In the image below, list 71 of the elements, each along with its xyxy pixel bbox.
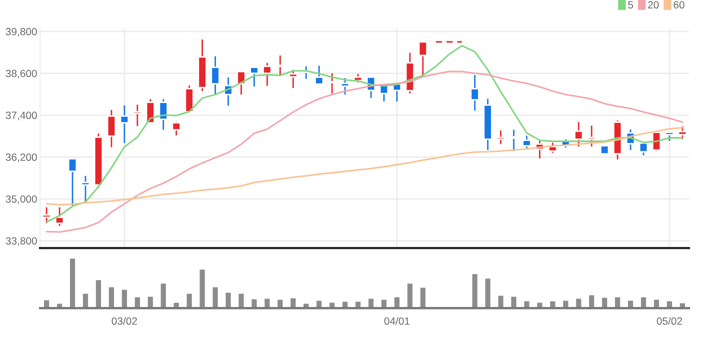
candlestick: [236, 70, 246, 96]
legend-label: 20: [648, 1, 659, 9]
bar: [626, 299, 634, 308]
bar: [289, 296, 298, 308]
line-series: [46, 126, 684, 206]
bar: [614, 296, 622, 308]
candlestick: [340, 77, 350, 96]
candlestick: [470, 74, 480, 112]
bar: [406, 282, 414, 308]
y-tick-label: 33,800: [6, 237, 37, 246]
y-tick-label: 37,400: [6, 112, 37, 120]
bar: [588, 294, 596, 308]
y-tick-label: 38,600: [6, 70, 37, 78]
bar: [108, 286, 116, 308]
legend-label: 60: [674, 1, 684, 9]
bar: [133, 296, 142, 308]
candlestick: [68, 158, 78, 208]
bar: [562, 299, 570, 308]
candlestick: [172, 121, 181, 136]
bar: [470, 272, 479, 308]
bar: [146, 295, 154, 308]
x-tick-label: 05/02: [656, 317, 682, 325]
bar: [42, 298, 50, 308]
bar: [94, 278, 102, 308]
candlestick: [548, 142, 558, 154]
candlestick: [288, 69, 298, 89]
bar: [120, 288, 128, 308]
bar: [367, 297, 375, 308]
bar: [418, 286, 427, 308]
line-series: [46, 70, 684, 233]
candlestick: [80, 175, 90, 203]
bar: [380, 298, 388, 308]
bar: [82, 292, 90, 308]
candlestick: [522, 135, 532, 149]
candlestick: [158, 98, 168, 130]
bar: [640, 296, 648, 308]
candlestick: [587, 124, 596, 148]
bar: [600, 296, 609, 308]
bar: [159, 282, 168, 308]
candlestick: [678, 126, 688, 140]
bar: [484, 277, 492, 308]
y-tick-label: 39,800: [6, 28, 37, 37]
x-tick-label: 04/01: [384, 317, 410, 325]
bar: [263, 297, 272, 308]
candlestick: [418, 41, 428, 78]
candlestick: [262, 62, 272, 87]
bar: [68, 257, 76, 308]
candlestick: [250, 66, 259, 88]
bar: [198, 268, 206, 308]
candlestick: [42, 206, 52, 224]
y-tick-label: 36,200: [6, 154, 37, 162]
bar: [574, 297, 583, 308]
candlestick: [210, 56, 220, 96]
y-tick-label: 35,000: [6, 195, 37, 204]
line-series: [46, 44, 684, 223]
x-tick-label: 03/02: [112, 317, 137, 325]
bar: [315, 299, 324, 308]
candlestick: [54, 206, 64, 227]
candlestick: [496, 130, 506, 145]
candlestick: [106, 109, 116, 148]
bar: [652, 298, 660, 308]
candlestick: [638, 142, 648, 156]
candlestick: [574, 121, 584, 148]
candlestick: [132, 104, 142, 127]
bar: [393, 296, 401, 308]
legend-label: 5: [628, 1, 634, 9]
candlestick: [184, 84, 194, 112]
candlestick: [120, 104, 130, 144]
bar: [211, 286, 220, 308]
candlestick: [314, 64, 324, 85]
bar: [276, 298, 284, 308]
